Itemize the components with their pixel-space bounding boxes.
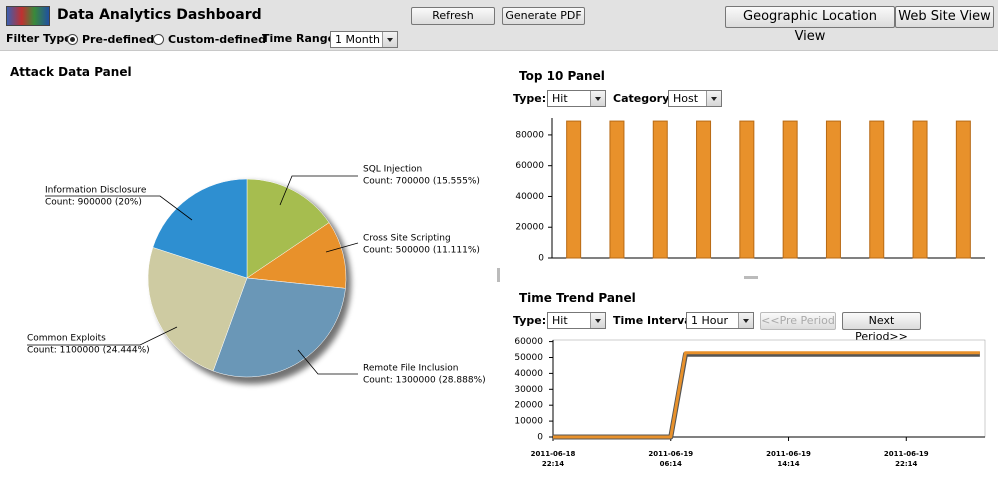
geo-view-button[interactable]: Geographic Location View <box>725 6 895 44</box>
slice-value-label: Count: 700000 (15.555%) <box>363 177 480 187</box>
select-value: Hit <box>552 92 568 105</box>
y-tick-label: 20000 <box>515 223 544 233</box>
time-range-label: Time Range: <box>262 32 340 45</box>
category-select[interactable]: Host <box>668 90 722 107</box>
panel-title: Top 10 Panel <box>519 69 605 83</box>
slice-label: Cross Site Scripting <box>363 234 451 244</box>
prev-period-button[interactable]: <<Pre Period <box>760 312 836 330</box>
slice-value-label: Count: 900000 (20%) <box>45 198 142 208</box>
splitter[interactable] <box>497 268 500 282</box>
interval-select[interactable]: 1 Hour <box>686 312 754 329</box>
site-view-button[interactable]: Web Site View <box>895 6 994 28</box>
select-arrow <box>595 319 601 323</box>
pie-slice <box>246 222 347 289</box>
pie-slice <box>212 277 346 378</box>
filter-label: Filter Type: <box>6 32 77 45</box>
select-arrow <box>595 97 601 101</box>
type-select[interactable]: Hit <box>547 312 606 329</box>
type-label: Type: <box>513 92 547 105</box>
y-tick-label: 40000 <box>515 192 544 202</box>
x-tick-label: 2011-06-19 06:14 <box>648 450 694 468</box>
slice-label: SQL Injection <box>363 165 422 175</box>
y-tick-label: 0 <box>537 433 543 443</box>
bar <box>869 120 885 259</box>
panel-title: Time Trend Panel <box>519 291 636 305</box>
y-tick-label: 0 <box>538 254 544 264</box>
leader-line <box>45 195 193 221</box>
bar <box>566 120 582 259</box>
y-tick-label: 80000 <box>515 130 544 140</box>
y-tick-label: 20000 <box>514 401 543 411</box>
logo <box>6 6 50 26</box>
bar <box>739 120 755 259</box>
select-value: Host <box>673 92 699 105</box>
leader-line <box>297 349 358 375</box>
slice-label: Remote File Inclusion <box>363 364 458 374</box>
pie-slice <box>147 247 248 372</box>
radio-dot <box>70 37 75 42</box>
panel-title: Attack Data Panel <box>10 65 132 79</box>
y-tick-label: 50000 <box>514 353 543 363</box>
refresh-button[interactable]: Refresh <box>411 7 495 25</box>
bar <box>696 120 712 259</box>
option-label: Pre-defined <box>82 33 155 46</box>
category-label: Category: <box>613 92 674 105</box>
select-arrow <box>711 97 717 101</box>
bar <box>652 120 668 259</box>
slice-label: Information Disclosure <box>45 186 147 196</box>
series-line <box>553 351 980 440</box>
leader-line <box>325 242 359 253</box>
y-tick-label: 40000 <box>514 369 543 379</box>
y-tick-label: 60000 <box>515 161 544 171</box>
x-tick-label: 2011-06-19 14:14 <box>766 450 811 468</box>
type-select[interactable]: Hit <box>547 90 606 107</box>
radio-predefined[interactable] <box>67 34 78 45</box>
bar <box>955 120 971 259</box>
leader-line <box>279 175 358 206</box>
time-range-select[interactable]: 1 Month <box>330 31 398 48</box>
splitter[interactable] <box>744 276 758 279</box>
bar <box>609 120 625 259</box>
bar <box>782 120 798 259</box>
option-label: Custom-defined <box>168 33 266 46</box>
y-tick-label: 60000 <box>514 337 543 347</box>
app-title: Data Analytics Dashboard <box>57 7 262 23</box>
radio-custom[interactable] <box>153 34 164 45</box>
select-arrow <box>387 38 393 42</box>
pdf-button[interactable]: Generate PDF <box>502 7 585 25</box>
pie-slice <box>152 178 248 279</box>
next-period-button[interactable]: Next Period>> <box>842 312 921 343</box>
slice-label: Common Exploits <box>27 334 106 344</box>
interval-label: Time Interval: <box>613 314 700 327</box>
select-arrow <box>743 319 749 323</box>
x-tick-label: 2011-06-18 22:14 <box>530 450 576 468</box>
select-value: 1 Hour <box>691 314 728 327</box>
series-line <box>553 351 980 439</box>
leader-line <box>27 326 178 346</box>
select-value: 1 Month <box>335 33 380 46</box>
slice-value-label: Count: 1300000 (28.888%) <box>363 376 486 386</box>
slice-value-label: Count: 500000 (11.111%) <box>363 246 480 256</box>
pie-slice <box>246 178 330 279</box>
select-value: Hit <box>552 314 568 327</box>
type-label: Type: <box>513 314 547 327</box>
bar <box>912 120 928 259</box>
y-tick-label: 10000 <box>514 417 543 427</box>
bar <box>825 120 841 259</box>
x-tick-label: 2011-06-19 22:14 <box>883 450 929 468</box>
slice-value-label: Count: 1100000 (24.444%) <box>27 346 150 356</box>
y-tick-label: 30000 <box>514 385 543 395</box>
